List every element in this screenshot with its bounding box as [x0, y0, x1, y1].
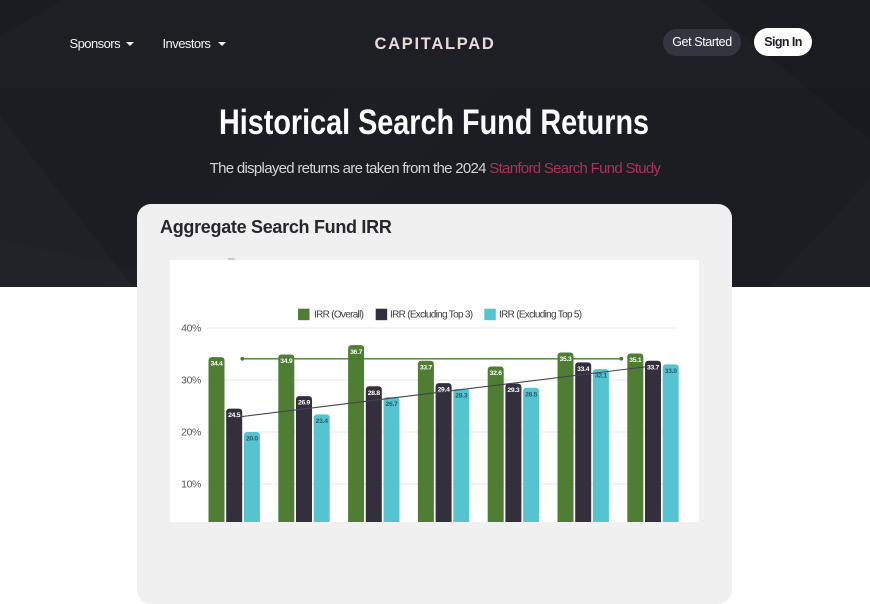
svg-text:33.7: 33.7 — [420, 364, 433, 371]
svg-text:28.8: 28.8 — [368, 390, 381, 397]
svg-text:28.5: 28.5 — [525, 391, 538, 398]
svg-text:34.9: 34.9 — [280, 358, 293, 365]
svg-text:29.4: 29.4 — [438, 387, 451, 394]
svg-text:33.7: 33.7 — [647, 364, 660, 371]
svg-text:40%: 40% — [181, 323, 201, 335]
svg-text:35.1: 35.1 — [629, 357, 642, 364]
svg-text:35.3: 35.3 — [559, 356, 572, 363]
svg-text:28.3: 28.3 — [455, 392, 468, 399]
svg-text:23.4: 23.4 — [316, 418, 329, 425]
svg-text:32.1: 32.1 — [595, 373, 608, 380]
svg-text:33.4: 33.4 — [577, 366, 590, 373]
svg-text:24.5: 24.5 — [228, 412, 241, 419]
svg-text:IRR (Overall): IRR (Overall) — [314, 310, 364, 321]
svg-text:36.7: 36.7 — [350, 349, 363, 356]
svg-text:32.6: 32.6 — [490, 370, 503, 377]
svg-text:30%: 30% — [181, 375, 201, 387]
svg-text:20%: 20% — [181, 427, 201, 439]
svg-text:IRR (Excluding Top 3): IRR (Excluding Top 3) — [390, 310, 473, 321]
svg-text:20.0: 20.0 — [246, 436, 259, 443]
svg-text:26.7: 26.7 — [385, 401, 398, 408]
svg-text:IRR (Excluding Top 5): IRR (Excluding Top 5) — [499, 310, 582, 321]
svg-text:26.9: 26.9 — [298, 400, 311, 407]
svg-text:34.4: 34.4 — [210, 361, 223, 368]
svg-text:29.3: 29.3 — [507, 387, 520, 394]
svg-text:10%: 10% — [181, 479, 201, 491]
svg-text:33.0: 33.0 — [665, 368, 678, 375]
